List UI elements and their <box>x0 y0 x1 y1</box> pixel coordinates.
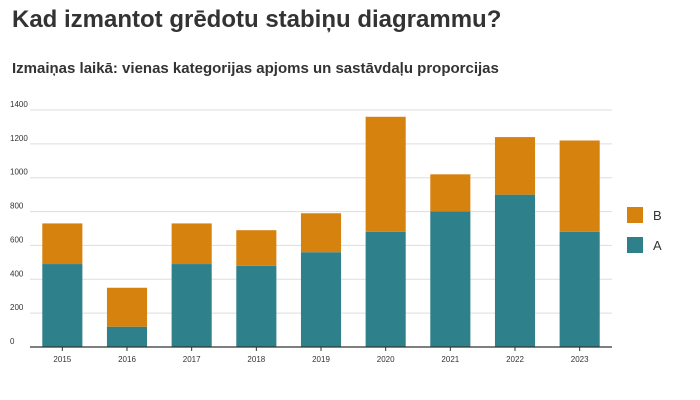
x-tick-label: 2020 <box>377 355 395 364</box>
bar-a-2016 <box>106 326 148 347</box>
legend-label-b: B <box>653 208 662 223</box>
legend-swatch-b <box>627 207 643 223</box>
x-axis-ticks: 2015 2016 2017 2018 2019 2020 2021 2022 2023 <box>53 347 589 364</box>
bar-a-2019 <box>300 252 342 347</box>
bar-b-2022 <box>494 137 536 195</box>
bar-a-2021 <box>430 211 471 347</box>
y-tick-label: 1200 <box>10 134 28 143</box>
chart-title: Kad izmantot grēdotu stabiņu diagrammu? <box>12 6 502 33</box>
legend-swatch-a <box>627 237 643 253</box>
legend: BA <box>627 207 662 253</box>
x-tick-label: 2015 <box>53 355 71 364</box>
y-tick-label: 0 <box>10 337 15 346</box>
chart-subtitle: Izmaiņas laikā: vienas kategorijas apjom… <box>12 60 499 77</box>
y-tick-label: 600 <box>10 235 24 244</box>
bar-b-2021 <box>430 174 471 212</box>
bar-a-2023 <box>559 231 600 347</box>
y-tick-label: 400 <box>10 269 24 278</box>
x-tick-label: 2018 <box>247 355 265 364</box>
legend-label-a: A <box>653 238 662 253</box>
x-tick-label: 2023 <box>571 355 589 364</box>
bars <box>42 116 600 347</box>
bar-a-2020 <box>365 231 406 347</box>
bar-a-2017 <box>171 264 212 347</box>
bar-b-2018 <box>236 230 277 266</box>
bar-a-2015 <box>42 264 83 347</box>
x-tick-label: 2017 <box>183 355 201 364</box>
bar-a-2022 <box>494 194 536 347</box>
bar-b-2017 <box>171 223 212 265</box>
x-tick-label: 2021 <box>441 355 459 364</box>
bar-b-2019 <box>300 213 342 253</box>
y-tick-label: 800 <box>10 202 24 211</box>
x-tick-label: 2022 <box>506 355 524 364</box>
x-tick-label: 2019 <box>312 355 330 364</box>
y-tick-label: 200 <box>10 303 24 312</box>
bar-a-2018 <box>236 265 277 347</box>
x-tick-label: 2016 <box>118 355 136 364</box>
y-tick-label: 1000 <box>10 168 28 177</box>
y-tick-label: 1400 <box>10 100 28 109</box>
bar-b-2016 <box>106 287 148 327</box>
y-axis-ticks: 0 200 400 600 800 1000 1200 1400 <box>10 100 28 346</box>
bar-b-2015 <box>42 223 83 265</box>
bar-b-2023 <box>559 140 600 232</box>
bar-b-2020 <box>365 116 406 232</box>
